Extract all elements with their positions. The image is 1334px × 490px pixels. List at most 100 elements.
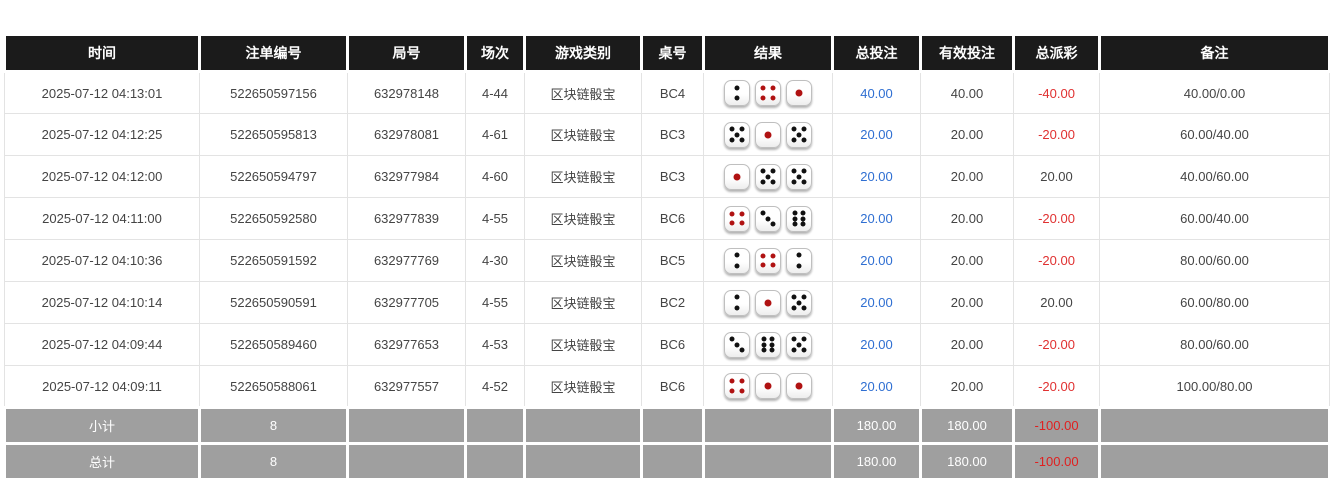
- cell-bet_id: 522650589460: [199, 323, 348, 366]
- die-icon-5: [724, 121, 750, 148]
- cell-payout: -20.00: [1013, 197, 1100, 240]
- die-icon-1: [786, 373, 812, 399]
- cell-game: 区块链骰宝: [524, 113, 642, 156]
- cell-time: 2025-07-12 04:13:01: [4, 71, 200, 114]
- footer-valid-bet: 180.00: [919, 442, 1015, 481]
- cell-game: 区块链骰宝: [524, 239, 642, 282]
- cell-valid_bet: 20.00: [920, 281, 1014, 324]
- cell-payout: -20.00: [1013, 113, 1100, 156]
- die-icon-3: [724, 331, 750, 358]
- die-icon-4: [724, 373, 750, 399]
- cell-table_no: BC4: [641, 71, 704, 114]
- die-icon-6: [755, 331, 781, 358]
- dice-result: [704, 205, 832, 232]
- footer-empty-cell: [640, 442, 705, 481]
- cell-game: 区块链骰宝: [524, 281, 642, 324]
- column-header-table_no: 桌号: [640, 33, 705, 73]
- footer-count: 8: [198, 442, 349, 481]
- cell-session: 4-55: [465, 197, 525, 240]
- cell-time: 2025-07-12 04:09:11: [4, 365, 200, 408]
- column-header-time: 时间: [3, 33, 201, 73]
- cell-result: [703, 281, 833, 324]
- cell-total_bet: 20.00: [832, 113, 921, 156]
- footer-empty-cell: [1098, 442, 1331, 481]
- table-header: 时间 注单编号 局号 场次 游戏类别 桌号 结果 总投注 有效投注 总派彩 备注: [3, 33, 1331, 73]
- die-icon-5: [786, 289, 812, 316]
- table-row: 2025-07-12 04:12:00 522650594797 632977984…: [4, 155, 1330, 198]
- footer-empty-cell: [346, 442, 467, 481]
- cell-bet_id: 522650588061: [199, 365, 348, 408]
- cell-remark: 60.00/40.00: [1099, 113, 1330, 156]
- cell-result: [703, 71, 833, 114]
- cell-remark: 40.00/60.00: [1099, 155, 1330, 198]
- die-icon-1: [786, 80, 812, 106]
- cell-remark: 40.00/0.00: [1099, 71, 1330, 114]
- die-icon-1: [755, 289, 781, 316]
- dice-result: [704, 331, 832, 358]
- footer-payout: -100.00: [1012, 442, 1101, 481]
- table-row: 2025-07-12 04:10:14 522650590591 632977705…: [4, 281, 1330, 324]
- cell-session: 4-60: [465, 155, 525, 198]
- table-row: 2025-07-12 04:10:36 522650591592 632977769…: [4, 239, 1330, 282]
- footer-label: 小计: [3, 406, 201, 445]
- cell-bet_id: 522650590591: [199, 281, 348, 324]
- cell-round: 632977705: [347, 281, 466, 324]
- die-icon-5: [786, 163, 812, 190]
- cell-valid_bet: 20.00: [920, 323, 1014, 366]
- cell-time: 2025-07-12 04:12:25: [4, 113, 200, 156]
- cell-game: 区块链骰宝: [524, 155, 642, 198]
- die-icon-5: [786, 331, 812, 358]
- subtotal-row: 小计 8 180.00 180.00 -100.00: [3, 406, 1331, 445]
- cell-remark: 60.00/40.00: [1099, 197, 1330, 240]
- dice-result: [704, 373, 832, 399]
- dice-result: [704, 289, 832, 316]
- die-icon-2: [724, 80, 750, 106]
- footer-valid-bet: 180.00: [919, 406, 1015, 445]
- dice-result: [704, 80, 832, 106]
- cell-total_bet: 20.00: [832, 365, 921, 408]
- cell-payout: -20.00: [1013, 239, 1100, 282]
- cell-game: 区块链骰宝: [524, 323, 642, 366]
- die-icon-5: [786, 121, 812, 148]
- cell-table_no: BC3: [641, 155, 704, 198]
- die-icon-4: [755, 80, 781, 106]
- footer-empty-cell: [464, 442, 526, 481]
- die-icon-1: [755, 121, 781, 148]
- cell-session: 4-52: [465, 365, 525, 408]
- footer-total-bet: 180.00: [831, 406, 922, 445]
- cell-payout: -20.00: [1013, 323, 1100, 366]
- cell-result: [703, 155, 833, 198]
- cell-table_no: BC2: [641, 281, 704, 324]
- die-icon-1: [724, 163, 750, 190]
- cell-total_bet: 20.00: [832, 281, 921, 324]
- cell-table_no: BC6: [641, 197, 704, 240]
- cell-result: [703, 239, 833, 282]
- cell-remark: 100.00/80.00: [1099, 365, 1330, 408]
- cell-valid_bet: 20.00: [920, 239, 1014, 282]
- cell-round: 632978148: [347, 71, 466, 114]
- cell-result: [703, 365, 833, 408]
- cell-total_bet: 20.00: [832, 197, 921, 240]
- cell-bet_id: 522650595813: [199, 113, 348, 156]
- cell-payout: -20.00: [1013, 365, 1100, 408]
- cell-table_no: BC3: [641, 113, 704, 156]
- cell-round: 632977653: [347, 323, 466, 366]
- cell-result: [703, 113, 833, 156]
- cell-table_no: BC6: [641, 323, 704, 366]
- cell-remark: 80.00/60.00: [1099, 239, 1330, 282]
- footer-label: 总计: [3, 442, 201, 481]
- cell-total_bet: 20.00: [832, 323, 921, 366]
- table-footer: 小计 8 180.00 180.00 -100.00 总计 8 180.00 180.00 -10…: [3, 406, 1331, 481]
- cell-remark: 60.00/80.00: [1099, 281, 1330, 324]
- footer-empty-cell: [523, 442, 643, 481]
- cell-session: 4-61: [465, 113, 525, 156]
- footer-empty-cell: [640, 406, 705, 445]
- footer-payout: -100.00: [1012, 406, 1101, 445]
- dice-result: [704, 247, 832, 274]
- die-icon-4: [755, 247, 781, 274]
- cell-result: [703, 323, 833, 366]
- cell-valid_bet: 20.00: [920, 155, 1014, 198]
- dice-result: [704, 121, 832, 148]
- column-header-round: 局号: [346, 33, 467, 73]
- footer-empty-cell: [523, 406, 643, 445]
